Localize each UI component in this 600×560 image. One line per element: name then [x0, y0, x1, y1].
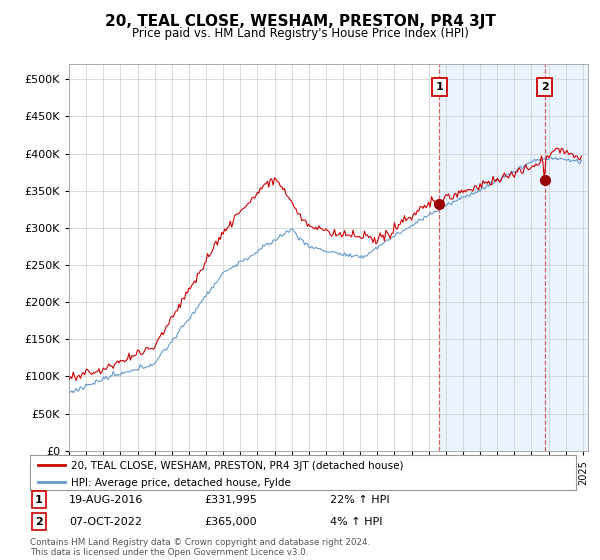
- Text: 2: 2: [35, 517, 43, 527]
- Text: 19-AUG-2016: 19-AUG-2016: [69, 494, 143, 505]
- Text: £331,995: £331,995: [204, 494, 257, 505]
- Text: 1: 1: [436, 82, 443, 92]
- Text: 22% ↑ HPI: 22% ↑ HPI: [330, 494, 389, 505]
- Text: 20, TEAL CLOSE, WESHAM, PRESTON, PR4 3JT: 20, TEAL CLOSE, WESHAM, PRESTON, PR4 3JT: [104, 14, 496, 29]
- Text: 1: 1: [35, 494, 43, 505]
- Text: HPI: Average price, detached house, Fylde: HPI: Average price, detached house, Fyld…: [71, 478, 291, 488]
- Text: Price paid vs. HM Land Registry's House Price Index (HPI): Price paid vs. HM Land Registry's House …: [131, 27, 469, 40]
- Text: 07-OCT-2022: 07-OCT-2022: [69, 517, 142, 527]
- Bar: [439, 64, 588, 451]
- Text: 2: 2: [541, 82, 548, 92]
- Text: £365,000: £365,000: [204, 517, 257, 527]
- Text: Contains HM Land Registry data © Crown copyright and database right 2024.
This d: Contains HM Land Registry data © Crown c…: [30, 538, 370, 557]
- Text: 4% ↑ HPI: 4% ↑ HPI: [330, 517, 383, 527]
- Text: 20, TEAL CLOSE, WESHAM, PRESTON, PR4 3JT (detached house): 20, TEAL CLOSE, WESHAM, PRESTON, PR4 3JT…: [71, 461, 403, 471]
